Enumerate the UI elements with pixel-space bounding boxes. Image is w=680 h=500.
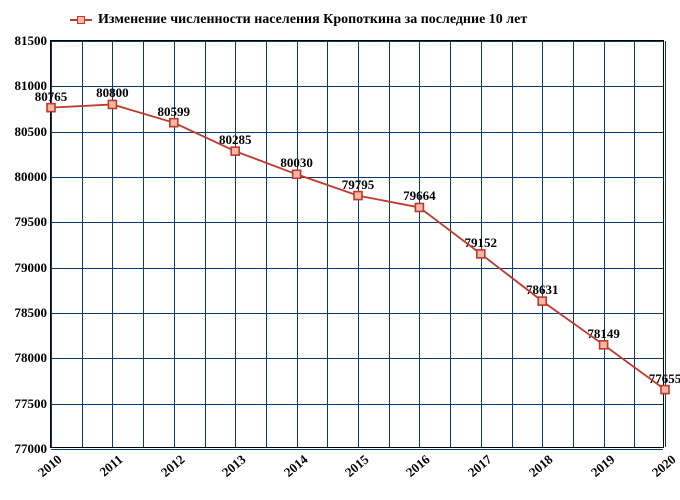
data-marker xyxy=(354,192,362,200)
x-tick-label: 2011 xyxy=(93,447,127,480)
x-tick-label: 2016 xyxy=(399,447,433,481)
x-tick-label: 2015 xyxy=(338,447,372,481)
data-marker xyxy=(477,250,485,258)
chart-legend: Изменение численности населения Кропотки… xyxy=(70,12,527,28)
y-tick-label: 80000 xyxy=(15,169,52,185)
data-marker xyxy=(661,386,669,394)
y-tick-label: 80500 xyxy=(15,124,52,140)
data-marker xyxy=(170,119,178,127)
data-marker xyxy=(538,297,546,305)
x-tick-label: 2020 xyxy=(645,447,679,481)
legend-marker-icon xyxy=(70,15,92,25)
y-tick-label: 78500 xyxy=(15,305,52,321)
population-chart: Изменение численности населения Кропотки… xyxy=(0,0,680,500)
x-tick-label: 2012 xyxy=(154,447,188,481)
data-marker xyxy=(108,100,116,108)
data-marker xyxy=(293,170,301,178)
data-marker xyxy=(415,203,423,211)
y-tick-label: 79500 xyxy=(15,214,52,230)
y-tick-label: 77500 xyxy=(15,396,52,412)
plot-area: 7700077500780007850079000795008000080500… xyxy=(50,40,664,448)
legend-label: Изменение численности населения Кропотки… xyxy=(98,12,527,28)
y-tick-label: 81500 xyxy=(15,33,52,49)
x-tick-label: 2017 xyxy=(461,447,495,481)
data-marker xyxy=(231,147,239,155)
x-tick-label: 2013 xyxy=(215,447,249,481)
data-marker xyxy=(47,104,55,112)
x-tick-label: 2018 xyxy=(522,447,556,481)
y-tick-label: 79000 xyxy=(15,260,52,276)
x-tick-label: 2014 xyxy=(277,447,311,481)
series-line xyxy=(51,41,665,449)
y-tick-label: 78000 xyxy=(15,350,52,366)
x-tick-label: 2019 xyxy=(584,447,618,481)
data-marker xyxy=(600,341,608,349)
